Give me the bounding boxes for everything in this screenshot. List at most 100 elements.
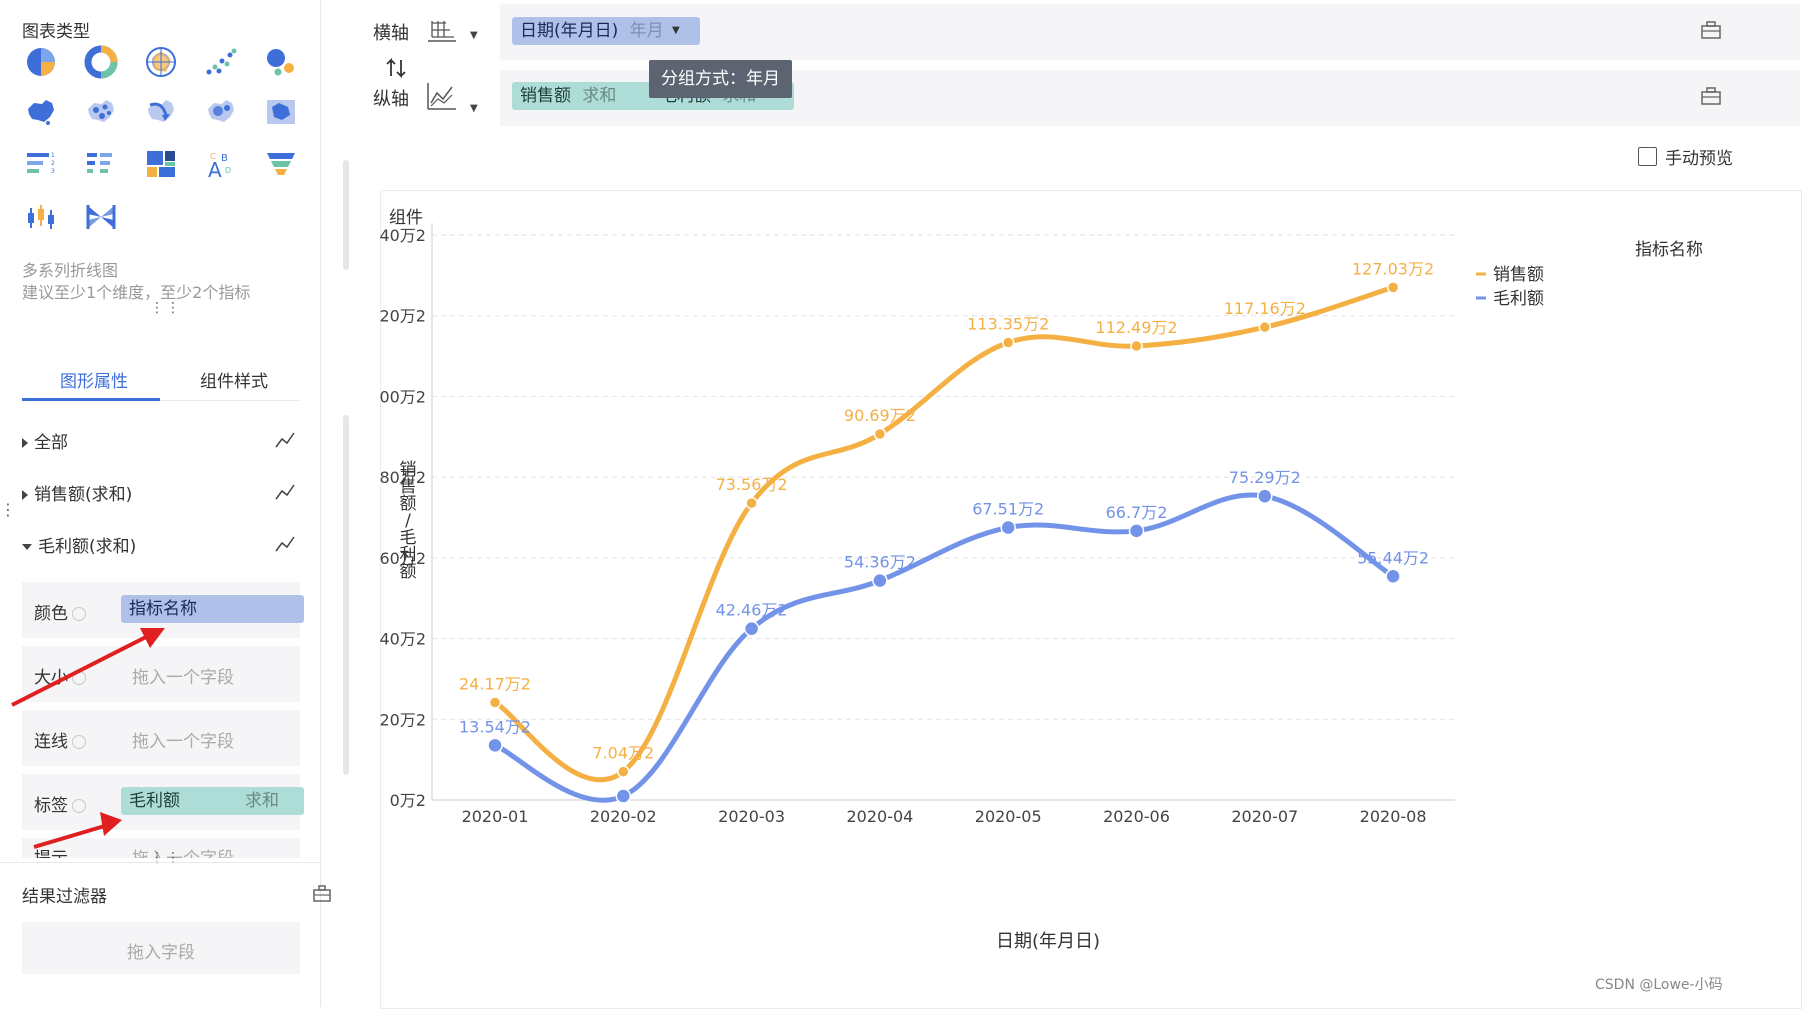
y-field-pill-sales[interactable]: 销售额 求和 bbox=[512, 82, 656, 110]
treemap-icon[interactable] bbox=[144, 147, 178, 181]
china-map-icon[interactable] bbox=[24, 95, 58, 129]
candlestick-icon[interactable] bbox=[24, 200, 58, 234]
scatter-chart-icon[interactable] bbox=[204, 45, 238, 79]
area-map-icon[interactable] bbox=[264, 95, 298, 129]
svg-text:3: 3 bbox=[51, 168, 55, 175]
chart-desc-name: 多系列折线图 bbox=[22, 261, 119, 280]
chevron-down-icon[interactable]: ▼ bbox=[470, 30, 478, 41]
y-tick-label: 140万2 bbox=[380, 226, 426, 245]
chevron-down-icon[interactable]: ▼ bbox=[672, 25, 680, 36]
size-field-box[interactable]: 大小 拖入一个字段 bbox=[22, 646, 300, 702]
gantt-icon[interactable] bbox=[84, 200, 118, 234]
data-point bbox=[743, 620, 760, 637]
chart-desc-hint: 建议至少1个维度，至少2个指标 bbox=[22, 283, 251, 302]
collapse-arrow-icon[interactable] bbox=[22, 544, 32, 550]
x-tick-label: 2020-02 bbox=[590, 807, 657, 826]
size-placeholder: 拖入一个字段 bbox=[132, 668, 234, 688]
tag-label: 标签 bbox=[34, 791, 86, 816]
data-label: 55.44万2 bbox=[1357, 548, 1429, 567]
expand-arrow-icon[interactable] bbox=[22, 438, 28, 448]
data-label: 54.36万2 bbox=[844, 553, 916, 572]
line-chart-icon[interactable] bbox=[274, 430, 296, 450]
tab-component-style[interactable]: 组件样式 bbox=[200, 372, 268, 392]
x-ticks: 2020-01 2020-02 2020-03 2020-04 2020-05 2020-… bbox=[462, 807, 1427, 826]
tab-active-indicator bbox=[22, 398, 160, 401]
data-point bbox=[487, 737, 503, 754]
data-point bbox=[872, 572, 888, 589]
tag-field-pill[interactable]: 毛利额 求和 bbox=[121, 787, 304, 815]
data-point bbox=[1385, 568, 1401, 585]
chart-type-title: 图表类型 bbox=[22, 22, 90, 42]
y-tick-label: 0万2 bbox=[390, 791, 426, 810]
line-label: 连线 bbox=[34, 727, 86, 752]
panel-collapse-handle-icon[interactable]: ⋮ bbox=[0, 500, 16, 519]
chevron-down-icon[interactable]: ▼ bbox=[470, 103, 478, 114]
x-axis-label: 横轴 bbox=[373, 23, 409, 44]
svg-text:C: C bbox=[210, 152, 216, 161]
word-cloud-icon[interactable]: A BCD bbox=[204, 147, 238, 181]
line-chart-icon[interactable] bbox=[274, 534, 296, 554]
heat-map-icon[interactable] bbox=[204, 95, 238, 129]
y-axis-type-icon[interactable] bbox=[426, 81, 458, 111]
scrollbar-top[interactable] bbox=[343, 160, 349, 270]
color-field-pill[interactable]: 指标名称 bbox=[121, 595, 304, 623]
color-label: 颜色 bbox=[34, 599, 86, 624]
funnel-icon[interactable] bbox=[264, 147, 298, 181]
data-label: 90.69万2 bbox=[844, 406, 916, 425]
data-point bbox=[1128, 523, 1145, 539]
data-label: 24.17万2 bbox=[459, 674, 531, 693]
pie-chart-icon[interactable] bbox=[24, 45, 58, 79]
donut-chart-icon[interactable] bbox=[84, 45, 118, 79]
x-tick-label: 2020-08 bbox=[1360, 807, 1427, 826]
tab-graphic-props[interactable]: 图形属性 bbox=[60, 372, 128, 392]
gear-icon[interactable] bbox=[72, 607, 86, 621]
x-axis-type-icon[interactable] bbox=[426, 17, 458, 43]
legend-title: 指标名称 bbox=[1635, 240, 1703, 260]
point-map-icon[interactable] bbox=[84, 95, 118, 129]
x-tick-label: 2020-05 bbox=[975, 807, 1042, 826]
radar-chart-icon[interactable] bbox=[144, 45, 178, 79]
prop-row-all[interactable]: 全部 bbox=[22, 428, 342, 456]
scrollbar-props[interactable] bbox=[343, 415, 349, 775]
svg-text:1: 1 bbox=[51, 152, 55, 159]
y-axis-title-char: 毛 bbox=[400, 528, 417, 548]
x-field-pill[interactable]: 日期(年月日) 年月 ▼ bbox=[512, 17, 700, 45]
prop-row-profit[interactable]: 毛利额(求和) bbox=[22, 532, 342, 560]
x-tick-label: 2020-01 bbox=[462, 807, 529, 826]
ranking-list-icon[interactable]: 123 bbox=[24, 147, 58, 181]
tab-divider bbox=[22, 400, 300, 401]
flow-map-icon[interactable] bbox=[144, 95, 178, 129]
manual-preview-label: 手动预览 bbox=[1665, 149, 1733, 169]
x-tick-label: 2020-04 bbox=[846, 807, 913, 826]
filter-title: 结果过滤器 bbox=[22, 887, 107, 907]
resize-handle-icon[interactable]: ⋮⋮ bbox=[150, 300, 182, 316]
tip-field-box-partial[interactable]: 提示 拖入一个字段 bbox=[22, 838, 300, 858]
clear-icon[interactable] bbox=[1700, 86, 1722, 106]
annotation-arrows bbox=[11, 628, 165, 849]
data-label: 66.7万2 bbox=[1106, 503, 1168, 522]
data-point bbox=[1386, 281, 1400, 294]
prop-row-sales[interactable]: 销售额(求和) bbox=[22, 480, 342, 508]
data-label: 112.49万2 bbox=[1095, 318, 1177, 337]
multi-ranking-icon[interactable] bbox=[84, 147, 118, 181]
y-ticks: 0万2 20万2 40万2 60万2 80万2 100万2 120万2 140万2 bbox=[380, 226, 426, 810]
bubble-chart-icon[interactable] bbox=[264, 45, 298, 79]
data-label: 42.46万2 bbox=[716, 601, 788, 620]
gear-icon[interactable] bbox=[72, 799, 86, 813]
filter-drop-box[interactable]: 拖入字段 bbox=[22, 922, 300, 974]
line-chart-icon[interactable] bbox=[274, 482, 296, 502]
filter-divider bbox=[0, 862, 320, 863]
clear-icon[interactable] bbox=[1700, 20, 1722, 40]
y-axis-title-char: / bbox=[405, 511, 411, 531]
y-field-name: 销售额 bbox=[520, 86, 571, 106]
line-field-box[interactable]: 连线 拖入一个字段 bbox=[22, 710, 300, 766]
svg-text:A: A bbox=[208, 158, 222, 181]
tag-field-box[interactable]: 标签 毛利额 求和 bbox=[22, 774, 304, 830]
expand-arrow-icon[interactable] bbox=[22, 490, 28, 500]
clear-icon[interactable] bbox=[312, 884, 332, 902]
swap-axes-icon[interactable] bbox=[385, 56, 407, 80]
gear-icon[interactable] bbox=[72, 735, 86, 749]
y-axis-label: 纵轴 bbox=[373, 89, 409, 110]
data-point bbox=[745, 496, 758, 510]
manual-preview-checkbox[interactable] bbox=[1638, 147, 1657, 166]
